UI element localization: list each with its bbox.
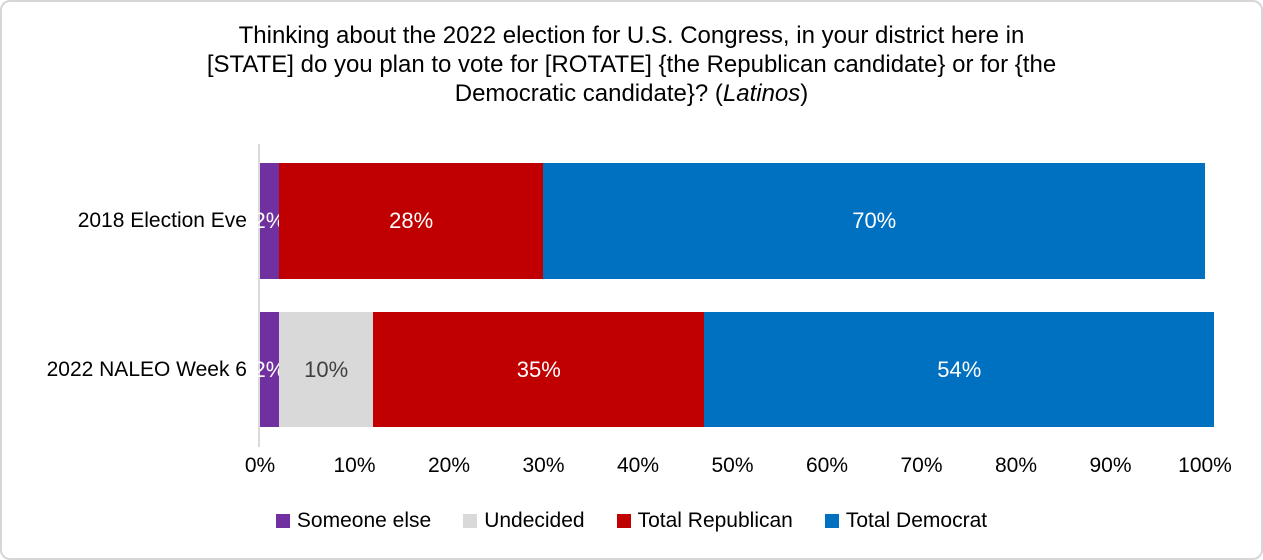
x-tick-label: 90%: [1089, 454, 1132, 477]
bar-segment: 2%: [254, 163, 285, 279]
bar-segment: 28%: [278, 163, 544, 279]
x-tick-label: 0%: [244, 454, 276, 477]
legend-swatch-icon: [275, 514, 290, 528]
legend-item: Someone else: [275, 509, 432, 533]
legend-label: Undecided: [484, 509, 585, 532]
x-axis-tick-labels: 0% 10% 20% 30% 40% 50% 60% 70% 80% 90% 100%: [245, 454, 1232, 484]
x-tick-label: 10%: [333, 454, 376, 477]
category-label: 2022 NALEO Week 6: [46, 357, 247, 381]
chart-title: Thinking about the 2022 election for U.S…: [2, 21, 1261, 108]
title-line: Democratic candidate}? (Latinos): [2, 79, 1261, 108]
bar-row: 2% 28% 70%: [254, 163, 1205, 279]
plot-area: 2% 28% 70% 2% 10% 35% 54%: [254, 144, 1215, 447]
x-tick-label: 60%: [805, 454, 849, 477]
y-axis-line: [258, 144, 260, 447]
category-label: 2018 Election Eve: [77, 209, 247, 232]
title-fragment: [STATE] do you plan to vote for [ROTATE]…: [206, 51, 1057, 78]
bar-segment-label: 10%: [304, 356, 349, 382]
title-line: [STATE] do you plan to vote for [ROTATE]…: [2, 50, 1261, 79]
bar-segment: 10%: [278, 312, 374, 427]
bar-segment: 35%: [373, 312, 705, 427]
title-line: Thinking about the 2022 election for U.S…: [2, 21, 1261, 50]
bar-row: 2% 10% 35% 54%: [254, 312, 1215, 427]
title-fragment: Democratic candidate}? (: [454, 80, 723, 107]
title-fragment: ): [800, 80, 809, 107]
title-fragment: Thinking about the 2022 election for U.S…: [238, 22, 1025, 49]
legend-item: Undecided: [463, 509, 585, 533]
bar-segment: 2%: [254, 312, 285, 427]
legend-label: Someone else: [296, 509, 432, 532]
legend-label: Total Democrat: [845, 509, 988, 532]
legend-item: Total Republican: [616, 509, 793, 533]
legend-item: Total Democrat: [824, 509, 988, 533]
x-tick-label: 30%: [522, 454, 565, 477]
x-tick-label: 20%: [427, 454, 471, 477]
bar-segment: 70%: [543, 163, 1205, 279]
bar-segment-label: 28%: [389, 208, 434, 233]
bar-segment-label: 54%: [937, 356, 982, 382]
x-tick-label: 50%: [711, 454, 754, 477]
x-tick-label: 100%: [1178, 454, 1232, 477]
bar-segment-label: 70%: [852, 208, 897, 233]
x-tick-label: 70%: [900, 454, 943, 477]
legend-swatch-icon: [463, 514, 478, 528]
legend-swatch-icon: [616, 514, 631, 528]
bar-segment-label: 35%: [516, 356, 561, 382]
legend-swatch-icon: [824, 514, 839, 528]
x-tick-label: 40%: [616, 454, 660, 477]
chart-legend: Someone else Undecided Total Republican Tot…: [2, 509, 1261, 533]
x-tick-label: 80%: [994, 454, 1038, 477]
bar-segment: 54%: [704, 312, 1215, 427]
title-italic-fragment: Latinos: [722, 80, 801, 107]
legend-label: Total Republican: [637, 509, 793, 532]
